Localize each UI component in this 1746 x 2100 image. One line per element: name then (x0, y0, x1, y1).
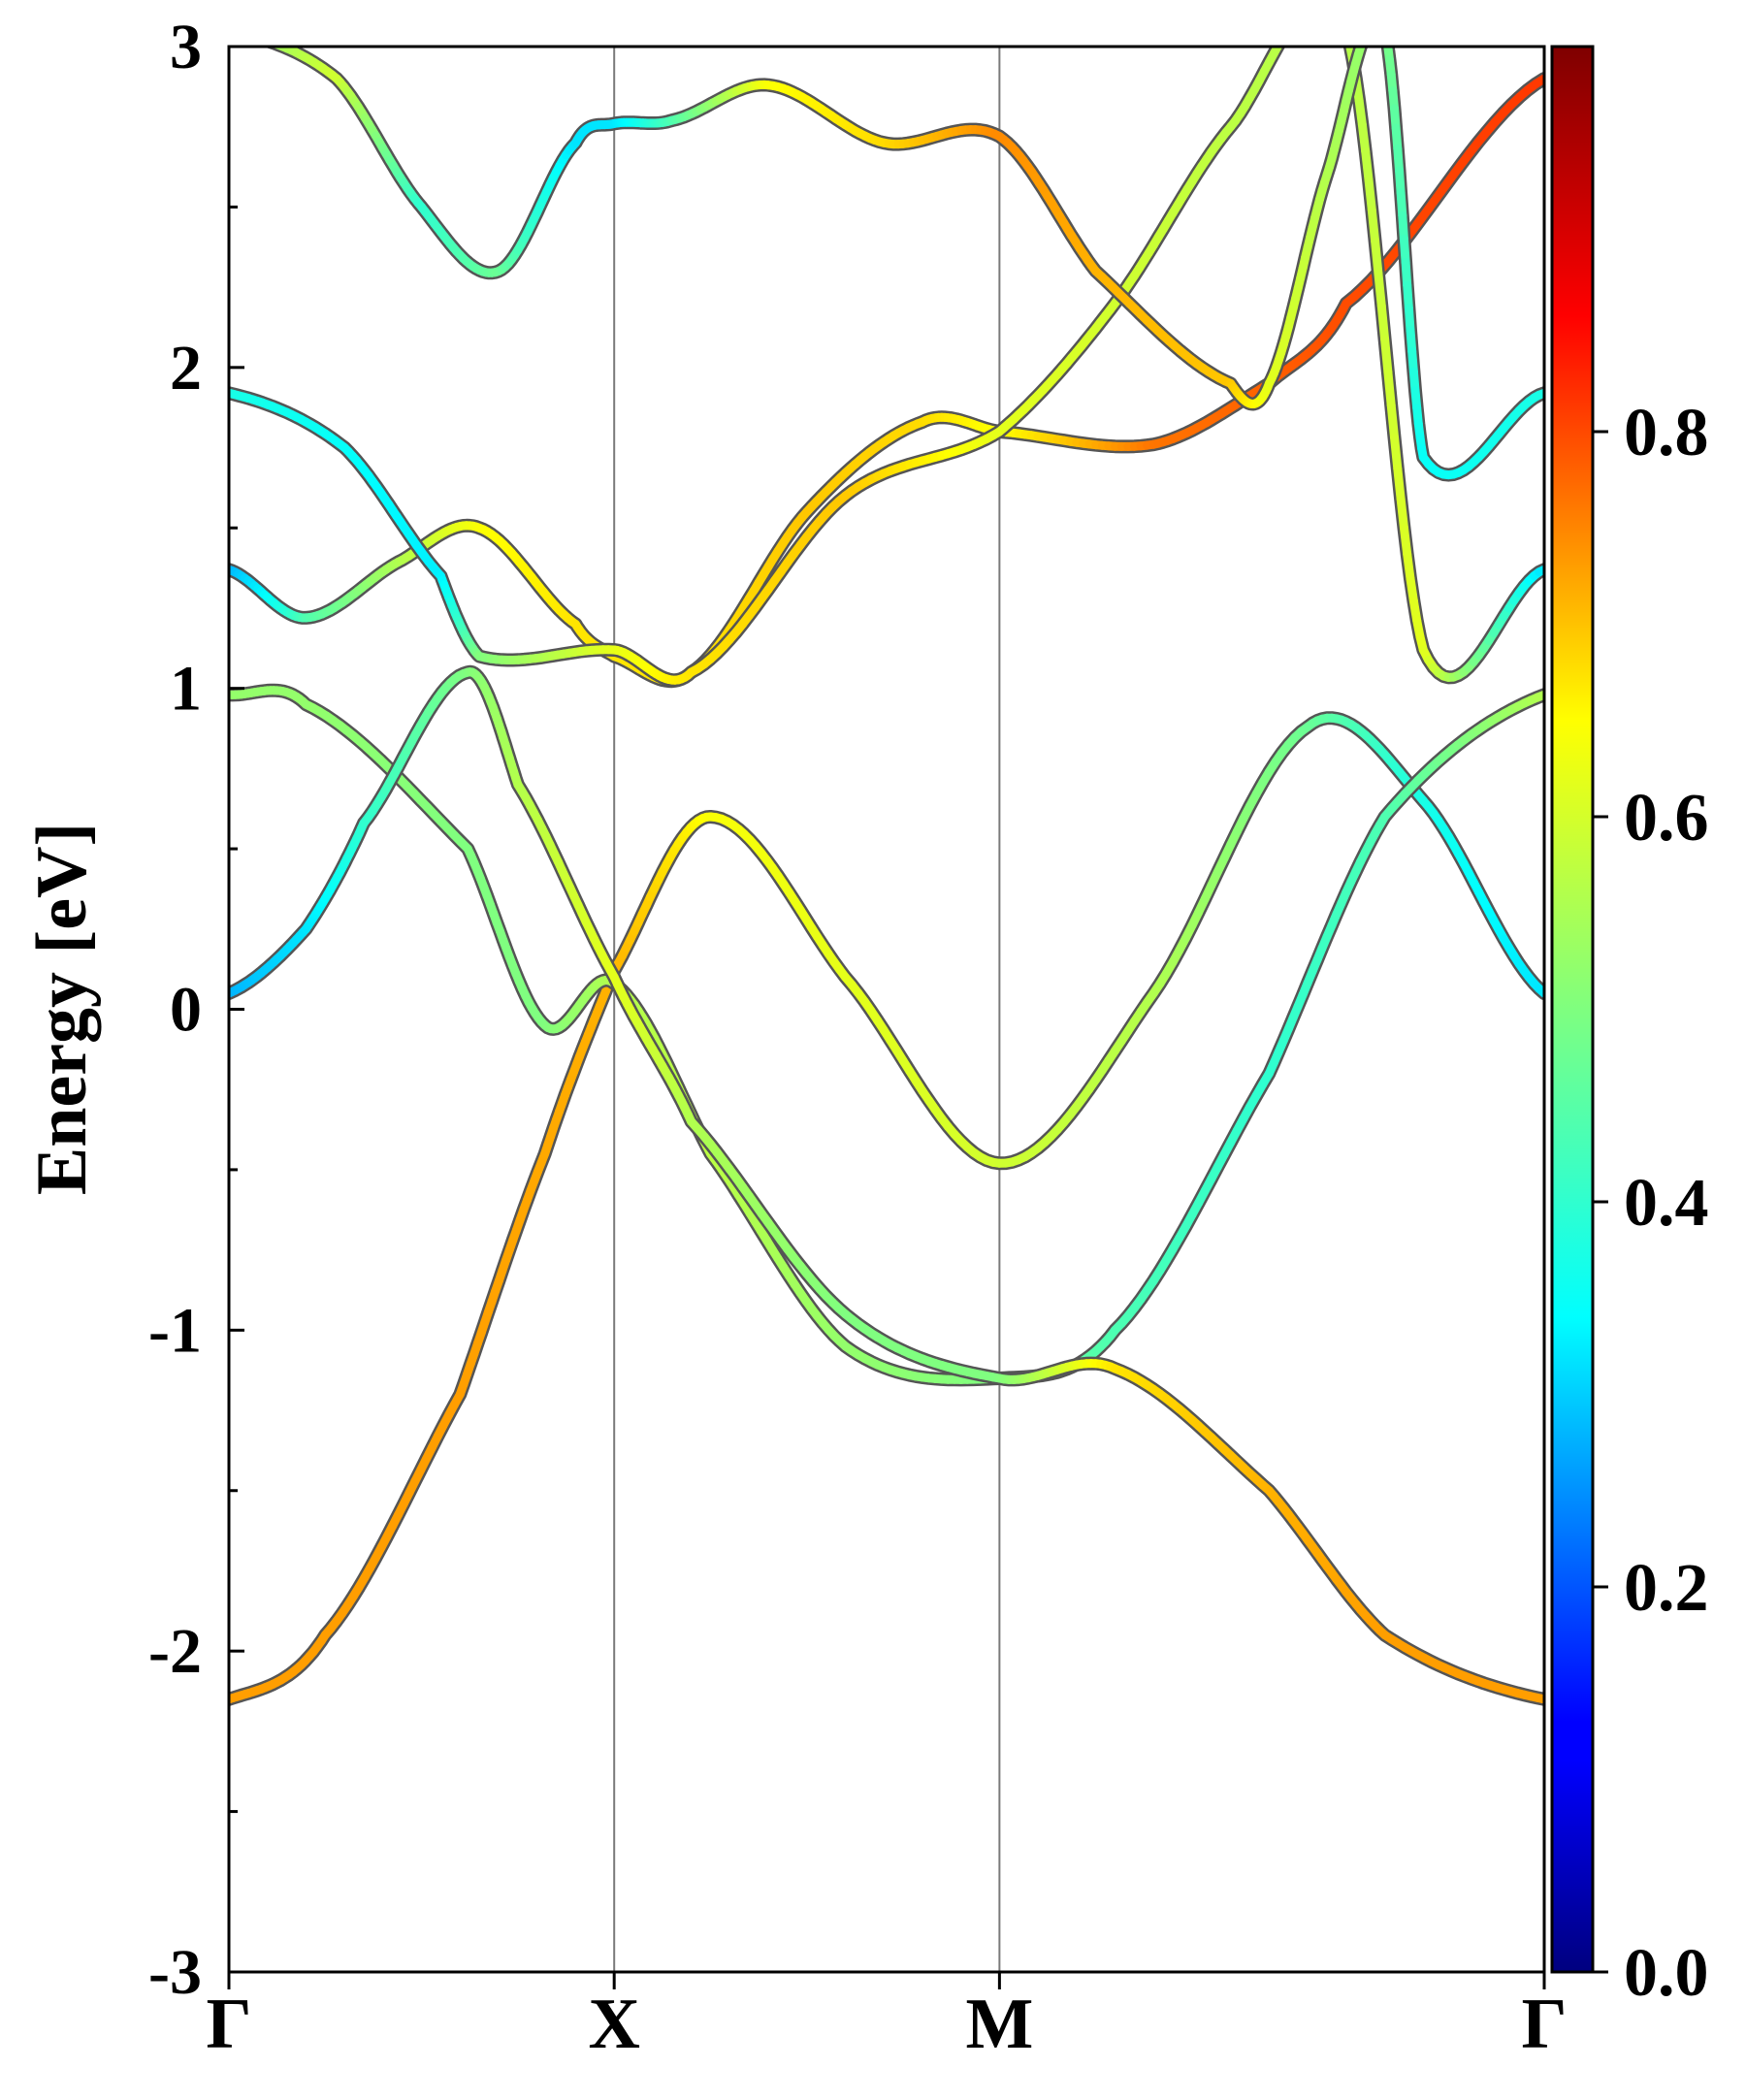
band-segment (1363, 34, 1366, 40)
band-segment (1369, 179, 1372, 210)
band-4 (229, 79, 1544, 681)
kpoint-label: Γ (1521, 1985, 1567, 2064)
band-segment (1298, 11, 1303, 16)
band-segment (1278, 37, 1283, 45)
y-axis-title: Energy [eV] (22, 823, 102, 1195)
band-segment (1342, 20, 1346, 30)
band-segment (1385, 31, 1387, 38)
y-tick-label: -3 (148, 1937, 202, 2008)
colorbar-tick-label: 0.2 (1624, 1551, 1709, 1626)
band-segment (265, 40, 270, 42)
band-segment (1382, 25, 1385, 30)
band-segment (242, 34, 247, 35)
y-tick-label: 2 (170, 333, 202, 404)
band-segment (234, 32, 239, 33)
colorbar-tick-label: 0.0 (1624, 1936, 1709, 2011)
band-3 (229, 672, 1544, 1699)
band-segment (1366, 29, 1369, 34)
colorbar (1552, 47, 1593, 1972)
band-6 (229, 20, 1544, 474)
y-tick-label: -2 (148, 1616, 202, 1687)
band-segment (1391, 405, 1394, 437)
band-segment (1327, 4, 1332, 8)
y-tick-label: 0 (170, 975, 202, 1046)
band-segment (1337, 14, 1342, 21)
band-segment (1381, 307, 1384, 339)
band-segment (1385, 339, 1388, 372)
band-1 (229, 718, 1544, 1699)
plot-frame (229, 47, 1544, 1972)
band-segment (247, 35, 252, 36)
band-segment (1308, 4, 1312, 7)
band-segment (1371, 22, 1374, 25)
band-segment (1398, 468, 1401, 499)
y-tick-label: 3 (170, 12, 202, 82)
kpoint-label: M (965, 1985, 1033, 2064)
kpoint-label: Γ (206, 1985, 251, 2064)
band-segment (1332, 8, 1337, 14)
band-lines (229, 3, 1544, 1699)
band-segment (1288, 22, 1293, 29)
band-segment (1346, 31, 1349, 44)
band-segment (274, 43, 278, 45)
band-segment (1380, 22, 1383, 25)
band-segment (270, 42, 275, 44)
colorbar-ticks: 0.0 0.2 0.4 0.6 0.8 (1593, 396, 1709, 2011)
band-segment (1322, 3, 1327, 5)
kpoint-separator-lines (614, 47, 999, 1972)
y-tick-label: -1 (148, 1295, 202, 1366)
band-segment (1378, 274, 1381, 307)
band-segment (1303, 7, 1308, 11)
y-tick-label: 1 (170, 654, 202, 725)
band-segment (1375, 242, 1378, 274)
band-segment (229, 31, 234, 32)
band-segment (1293, 16, 1298, 21)
band-segment (1373, 20, 1374, 22)
band-segment (1395, 437, 1398, 468)
band-segment (260, 39, 265, 41)
colorbar-tick-label: 0.6 (1624, 781, 1709, 856)
kpoint-label: X (588, 1985, 639, 2064)
band-segment (1283, 29, 1288, 37)
band-segment (1388, 372, 1391, 405)
band-segment (1368, 25, 1371, 29)
band-segment (251, 36, 256, 37)
band-segment (1372, 210, 1374, 241)
band-segment (256, 37, 261, 38)
band-segment (238, 33, 242, 34)
colorbar-tick-label: 0.8 (1624, 396, 1709, 470)
colorbar-tick-label: 0.4 (1624, 1166, 1709, 1241)
band-segment (1312, 3, 1317, 4)
band-segment (1377, 20, 1380, 22)
